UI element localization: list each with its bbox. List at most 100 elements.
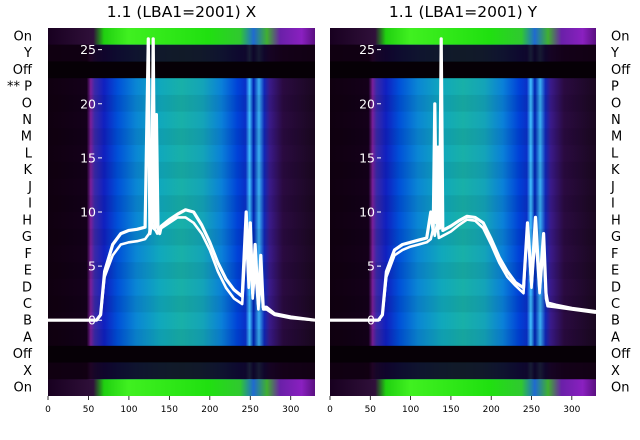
y-tick-label: 10 [359,205,375,220]
heatmap-row-on [330,28,596,45]
x-tick-label: 0 [45,405,51,415]
heatmap-row-k [48,161,315,179]
x-tick-label: 50 [365,405,377,415]
y-tick-label: 20 [80,96,96,111]
row-label-a: A [611,330,620,345]
row-label-f: F [611,247,618,262]
heatmap-row-on [330,379,596,396]
row-label-d: D [611,280,621,295]
x-tick-label: 100 [402,405,419,415]
y-tick-label: 15 [359,150,375,165]
row-label-y: Y [23,46,32,61]
y-tick-label: 0 [367,313,375,328]
row-label-b: B [23,314,32,329]
row-label-on: On [14,381,32,396]
row-label-e: E [24,264,32,279]
row-label-o: O [22,96,32,111]
x-tick-label: 200 [201,405,218,415]
row-label-d: D [22,280,32,295]
y-tick-label: 15 [80,150,96,165]
heatmap-row-off [48,345,315,363]
row-label-a: A [23,330,32,345]
y-tick-label: 20 [359,96,375,111]
row-label-o: O [611,96,621,111]
row-label-h: H [611,213,621,228]
row-label-c: C [23,297,32,312]
row-label-m: M [21,130,32,145]
chart-title: 1.1 (LBA1=2001) Y [389,3,538,21]
row-label-c: C [611,297,620,312]
y-tick-label: 10 [80,205,96,220]
heatmap-row-i [330,195,596,212]
row-label-f: F [25,247,32,262]
heatmap-row-o [48,94,315,112]
row-label-on: On [14,29,32,44]
heatmap-row-y [48,44,315,62]
row-label-b: B [611,314,620,329]
heatmap-row-c [330,295,596,313]
heatmap-row-off [330,345,596,363]
x-tick-label: 50 [83,405,95,415]
x-tick-label: 0 [327,405,333,415]
heatmap-row-on [48,379,315,396]
x-tick-label: 250 [523,405,540,415]
row-label-g: G [611,230,621,245]
heatmap-row-g [330,228,596,246]
row-label-m: M [611,130,622,145]
overlay-line-2 [330,37,597,322]
row-label-i: I [28,197,32,212]
row-label-on: On [611,381,629,396]
y-tick-label: 25 [80,42,96,57]
x-tick-label: 100 [120,405,137,415]
heatmap-row-c [48,295,315,313]
x-tick-label: 300 [282,405,299,415]
overlay-line-1 [48,216,316,322]
row-label-n: N [22,113,32,128]
heatmap-row-off [48,61,315,79]
heatmap-row-m [330,128,596,146]
x-tick-label: 150 [161,405,178,415]
heatmap-row-off [330,61,596,79]
row-label-on: On [611,29,629,44]
heatmap-row-y [330,44,596,62]
heatmap-row-on [48,28,315,45]
row-label-x: X [23,364,32,379]
y-tick-label: 0 [88,313,96,328]
row-label-off: Off [13,63,33,78]
row-label-l: L [25,146,33,161]
heatmap-row-g [48,228,315,246]
row-label-p: P [611,80,619,95]
row-label-y: Y [610,46,619,61]
row-label-off: Off [13,347,33,362]
overlay-line-2 [48,37,316,322]
row-label-p: ** P [7,80,32,95]
row-label-n: N [611,113,621,128]
x-tick-label: 250 [242,405,259,415]
x-tick-label: 300 [563,405,580,415]
row-label-k: K [611,163,620,178]
row-label-x: X [611,364,620,379]
x-tick-label: 200 [483,405,500,415]
row-label-l: L [611,146,619,161]
row-label-off: Off [611,347,631,362]
y-tick-label: 25 [359,42,375,57]
heatmap-row-a [330,329,596,346]
y-tick-label: 5 [88,259,96,274]
row-label-j: J [27,180,32,195]
heatmap-row-o [330,94,596,112]
row-label-j: J [610,180,615,195]
heatmap-body [330,28,596,396]
row-label-off: Off [611,63,631,78]
row-label-k: K [23,163,32,178]
heatmap-row-k [330,161,596,179]
row-label-e: E [611,264,619,279]
row-label-g: G [22,230,32,245]
chart-title: 1.1 (LBA1=2001) X [107,3,257,21]
heatmap-row-x [330,362,596,380]
y-tick-label: 5 [367,259,375,274]
heatmap-row-m [48,128,315,146]
x-tick-label: 150 [442,405,459,415]
heatmap-row-a [48,329,315,346]
